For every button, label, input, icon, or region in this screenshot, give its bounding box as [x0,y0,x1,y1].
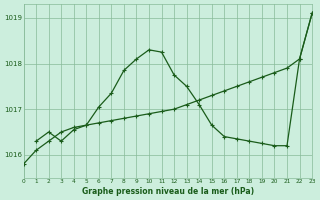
X-axis label: Graphe pression niveau de la mer (hPa): Graphe pression niveau de la mer (hPa) [82,187,254,196]
